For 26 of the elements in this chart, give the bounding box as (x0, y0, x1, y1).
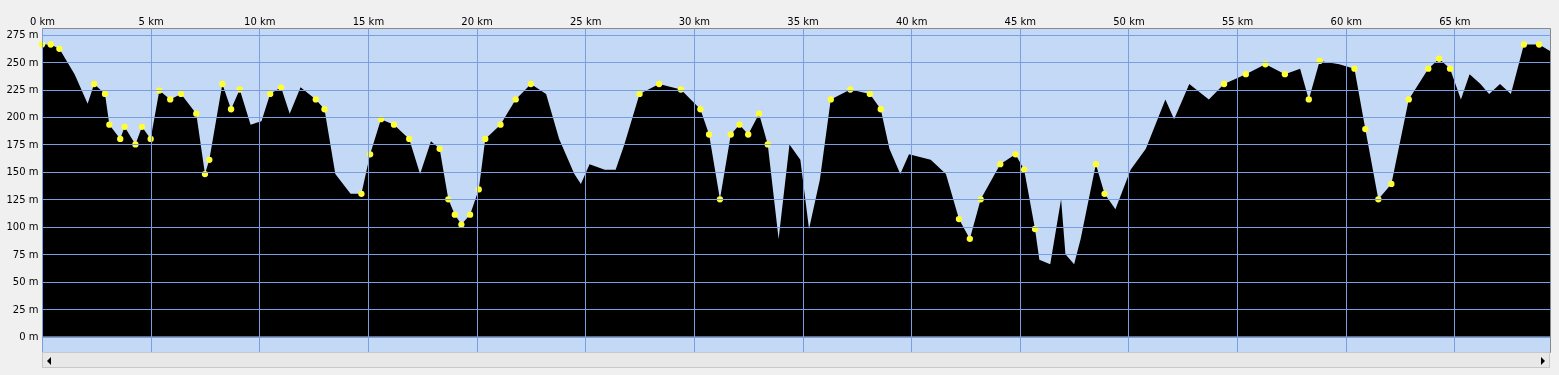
x-tick-label: 30 km (678, 15, 711, 27)
x-tick-label: 10 km (244, 15, 276, 27)
x-tick-label: 45 km (1004, 15, 1037, 27)
x-tick-label: 55 km (1221, 15, 1254, 27)
y-tick-label: 100 m (6, 221, 39, 233)
y-tick-label: 250 m (6, 56, 39, 68)
x-tick-label: 20 km (461, 15, 493, 27)
y-tick-label: 275 m (6, 29, 39, 41)
y-tick-label: 75 m (12, 248, 39, 260)
x-tick-label: 35 km (787, 15, 819, 27)
y-tick-label: 200 m (6, 111, 39, 123)
x-tick-label: 40 km (895, 15, 928, 27)
y-tick-label: 0 m (19, 331, 39, 343)
x-tick-label: 65 km (1439, 15, 1471, 27)
y-tick-label: 50 m (12, 276, 39, 288)
y-tick-label: 125 m (6, 193, 39, 205)
y-tick-label: 25 m (12, 303, 39, 315)
x-tick-label: 60 km (1330, 15, 1362, 27)
x-tick-label: 50 km (1113, 15, 1145, 27)
x-tick-label: 25 km (570, 15, 602, 27)
y-tick-label: 175 m (6, 138, 39, 150)
x-tick-label: 15 km (352, 15, 385, 27)
y-tick-label: 225 m (6, 84, 39, 96)
x-tick-label: 0 km (29, 15, 56, 27)
y-tick-label: 150 m (6, 166, 39, 178)
x-tick-label: 5 km (138, 15, 164, 27)
